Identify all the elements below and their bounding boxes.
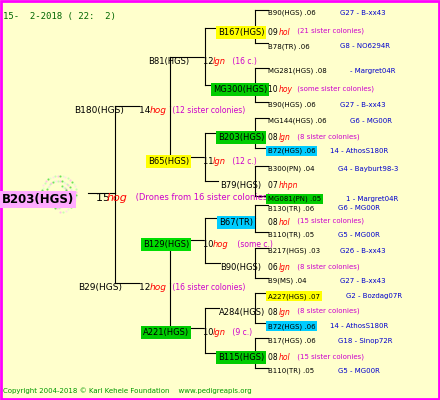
Text: 10: 10 [268,85,280,94]
Text: 09: 09 [268,28,280,37]
Text: B203(HGS): B203(HGS) [218,133,264,142]
Text: (8 sister colonies): (8 sister colonies) [295,133,359,140]
Text: G5 - MG00R: G5 - MG00R [338,368,380,374]
Text: lgn: lgn [213,57,226,66]
Text: lgn: lgn [279,263,291,272]
Text: MG281(HGS) .08: MG281(HGS) .08 [268,68,327,74]
Text: (8 sister colonies): (8 sister colonies) [295,308,359,314]
Text: 14 - AthosS180R: 14 - AthosS180R [330,148,388,154]
Text: B110(TR) .05: B110(TR) .05 [268,368,314,374]
Text: A221(HGS): A221(HGS) [143,328,189,337]
Text: MG300(HGS): MG300(HGS) [213,85,267,94]
Text: B78(TR) .06: B78(TR) .06 [268,43,310,50]
Text: 06: 06 [268,263,280,272]
Text: 1 - Margret04R: 1 - Margret04R [346,196,398,202]
Text: 07: 07 [268,181,280,190]
Text: G27 - B-xx43: G27 - B-xx43 [340,278,385,284]
Text: (some c.): (some c.) [235,240,273,249]
Text: 08: 08 [268,133,280,142]
Text: A284(HGS): A284(HGS) [219,308,265,317]
Text: B217(HGS) .03: B217(HGS) .03 [268,248,320,254]
Text: hog: hog [150,283,167,292]
Text: 12: 12 [203,57,216,66]
Text: 10: 10 [203,240,216,249]
Text: (15 sister colonies): (15 sister colonies) [295,353,364,360]
Text: B72(HGS) .06: B72(HGS) .06 [268,323,315,330]
Text: (Drones from 16 sister colonies): (Drones from 16 sister colonies) [133,193,271,202]
Text: (some sister colonies): (some sister colonies) [295,85,374,92]
Text: lgn: lgn [279,133,291,142]
Text: 11: 11 [203,157,216,166]
Text: G2 - Bozdag07R: G2 - Bozdag07R [346,293,402,299]
Text: lgn: lgn [279,308,291,317]
Text: B167(HGS): B167(HGS) [218,28,264,37]
Text: (12 c.): (12 c.) [230,157,257,166]
Text: lgn: lgn [213,157,226,166]
Text: 12: 12 [139,283,153,292]
Text: B300(PN) .04: B300(PN) .04 [268,166,315,172]
Text: G26 - B-xx43: G26 - B-xx43 [340,248,385,254]
Text: B130(TR) .06: B130(TR) .06 [268,205,314,212]
Text: lgn: lgn [213,328,226,337]
Text: B67(TR): B67(TR) [219,218,253,227]
Text: (12 sister colonies): (12 sister colonies) [170,106,245,115]
Text: G6 - MG00R: G6 - MG00R [338,205,380,211]
Text: G27 - B-xx43: G27 - B-xx43 [340,10,385,16]
Text: B9(MS) .04: B9(MS) .04 [268,278,307,284]
Text: (8 sister colonies): (8 sister colonies) [295,263,359,270]
Text: 08: 08 [268,218,280,227]
Text: B129(HGS): B129(HGS) [143,240,189,249]
Text: G18 - Sinop72R: G18 - Sinop72R [338,338,392,344]
Text: hog: hog [107,193,128,203]
Text: - Margret04R: - Margret04R [350,68,396,74]
Text: B81(HGS): B81(HGS) [148,57,189,66]
Text: B79(HGS): B79(HGS) [220,181,261,190]
Text: 08: 08 [268,353,280,362]
Text: B115(HGS): B115(HGS) [218,353,264,362]
Text: hog: hog [150,106,167,115]
Text: B29(HGS): B29(HGS) [78,283,122,292]
Text: G8 - NO6294R: G8 - NO6294R [340,43,390,49]
Text: B90(HGS) .06: B90(HGS) .06 [268,102,316,108]
Text: B203(HGS): B203(HGS) [2,193,74,206]
Text: B180(HGS): B180(HGS) [74,106,124,115]
Text: hoy: hoy [279,85,293,94]
Text: G27 - B-xx43: G27 - B-xx43 [340,102,385,108]
Text: 14 - AthosS180R: 14 - AthosS180R [330,323,388,329]
Text: hog: hog [213,240,229,249]
Text: (16 c.): (16 c.) [230,57,257,66]
Text: Copyright 2004-2018 © Karl Kehele Foundation    www.pedigreapis.org: Copyright 2004-2018 © Karl Kehele Founda… [3,387,252,394]
Text: (16 sister colonies): (16 sister colonies) [170,283,246,292]
Text: 08: 08 [268,308,280,317]
Text: hol: hol [279,28,291,37]
Text: MG144(HGS) .06: MG144(HGS) .06 [268,118,326,124]
Text: B65(HGS): B65(HGS) [148,157,189,166]
Text: G4 - Bayburt98-3: G4 - Bayburt98-3 [338,166,398,172]
Text: G5 - MG00R: G5 - MG00R [338,232,380,238]
Text: hol: hol [279,218,291,227]
Text: 14: 14 [139,106,153,115]
Text: MG081(PN) .05: MG081(PN) .05 [268,196,321,202]
Text: B72(HGS) .06: B72(HGS) .06 [268,148,315,154]
Text: 15-  2-2018 ( 22:  2): 15- 2-2018 ( 22: 2) [3,12,116,21]
Text: B90(HGS): B90(HGS) [220,263,261,272]
Text: (21 sister colonies): (21 sister colonies) [295,28,364,34]
Text: 15: 15 [96,193,114,203]
Text: hol: hol [279,353,291,362]
Text: B90(HGS) .06: B90(HGS) .06 [268,10,316,16]
Text: (9 c.): (9 c.) [230,328,252,337]
Text: hhpn: hhpn [279,181,298,190]
Text: G6 - MG00R: G6 - MG00R [350,118,392,124]
Text: A227(HGS) .07: A227(HGS) .07 [268,293,320,300]
Text: (15 sister colonies): (15 sister colonies) [295,218,364,224]
Text: B110(TR) .05: B110(TR) .05 [268,232,314,238]
Text: B17(HGS) .06: B17(HGS) .06 [268,338,316,344]
Text: 10: 10 [203,328,216,337]
